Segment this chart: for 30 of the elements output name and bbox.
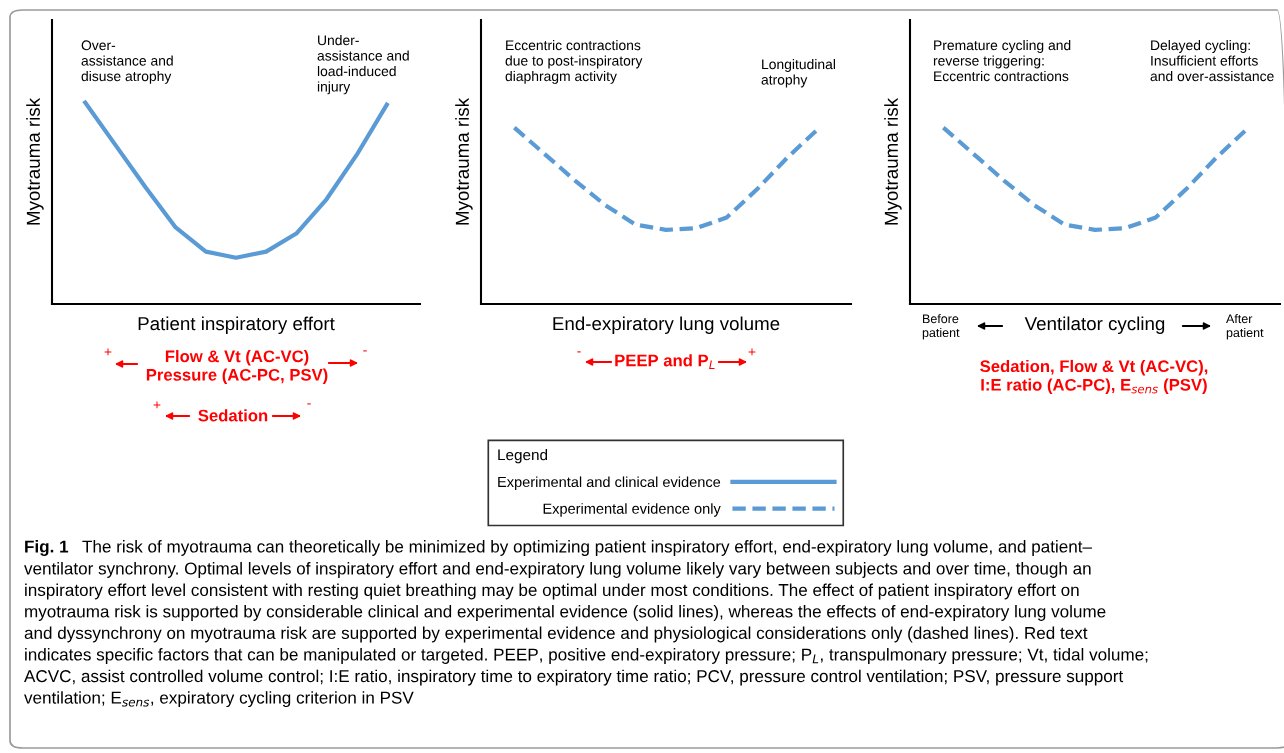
text: Over- assistance and disuse atrophy: [81, 40, 173, 84]
text: Under- assistance and load-induced injury: [317, 35, 409, 95]
text: Eccentric contractions due to post-inspiratory diaphragm activity: [505, 40, 643, 84]
y-axis-title: Myotrauma risk: [884, 97, 902, 225]
text: The risk of myotrauma can theoretically be minimized by optimizing patient inspiratory effort, end-expiratory lung volume, and patient–: [82, 540, 1092, 556]
text: -: [577, 351, 581, 353]
x-axis-title: Patient inspiratory effort: [138, 316, 335, 334]
text: Premature cycling and reverse triggering: Eccentric contractions: [933, 40, 1071, 82]
text: Delayed cycling: Insufficient efforts and over-assistance: [1150, 40, 1274, 82]
text: Flow & Vt (AC-VC) Pressure (AC-PC, PSV): [146, 349, 328, 385]
text: Experimental and clinical evidence: [498, 476, 721, 490]
text: Sedation: [198, 409, 268, 422]
x-axis-title: Ventilator cycling: [1024, 316, 1165, 334]
y-axis-title: Myotrauma risk: [26, 97, 44, 225]
text: Experimental evidence only: [543, 503, 721, 517]
text: After patient: [1226, 314, 1264, 340]
text: Sedation, Flow & Vt (AC-VC), I:E ratio (AC-PC), E$_{sens}$ (PSV): [980, 359, 1208, 394]
text: +: [748, 348, 756, 356]
text: PEEP and P$_{L}$: [615, 354, 715, 369]
text: Before patient: [922, 314, 960, 340]
caption: Fig. 1: [25, 540, 69, 556]
text: +: [104, 348, 112, 356]
text: -: [307, 403, 311, 405]
text: ventilator synchrony. Optimal levels of inspiratory effort and end-expiratory lung volume likely vary between subjects and over time, though an inspiratory effort level consistent with resting quiet breathing may be optimal under most conditions. The effect of patient inspiratory effort on myotrauma risk is supported by considerable clinical and experimental evidence (solid lines), whereas the effects of end-expiratory lung volume and dyssynchrony on myotrauma risk are supported by experimental evidence and physiological considerations only (dashed lines). Red text indicates specific factors that can be manipulated or targeted. PEEP, positive end-expiratory pressure; P$_{L}$, transpulmonary pressure; Vt, tidal volume; ACVC, assist controlled volume control; I:E ratio, inspiratory time to expiratory time ratio; PCV, pressure control ventilation; PSV, pressure support ventilation; E$_{sens}$, expiratory cycling criterion in PSV: [24, 562, 1148, 708]
y-axis-title: Myotrauma risk: [455, 97, 473, 225]
legend-title: Legend: [498, 449, 548, 464]
text: +: [153, 401, 161, 409]
x-axis-title: End-expiratory lung volume: [553, 316, 780, 334]
text: -: [363, 350, 367, 352]
text: Longitudinal atrophy: [761, 59, 835, 88]
